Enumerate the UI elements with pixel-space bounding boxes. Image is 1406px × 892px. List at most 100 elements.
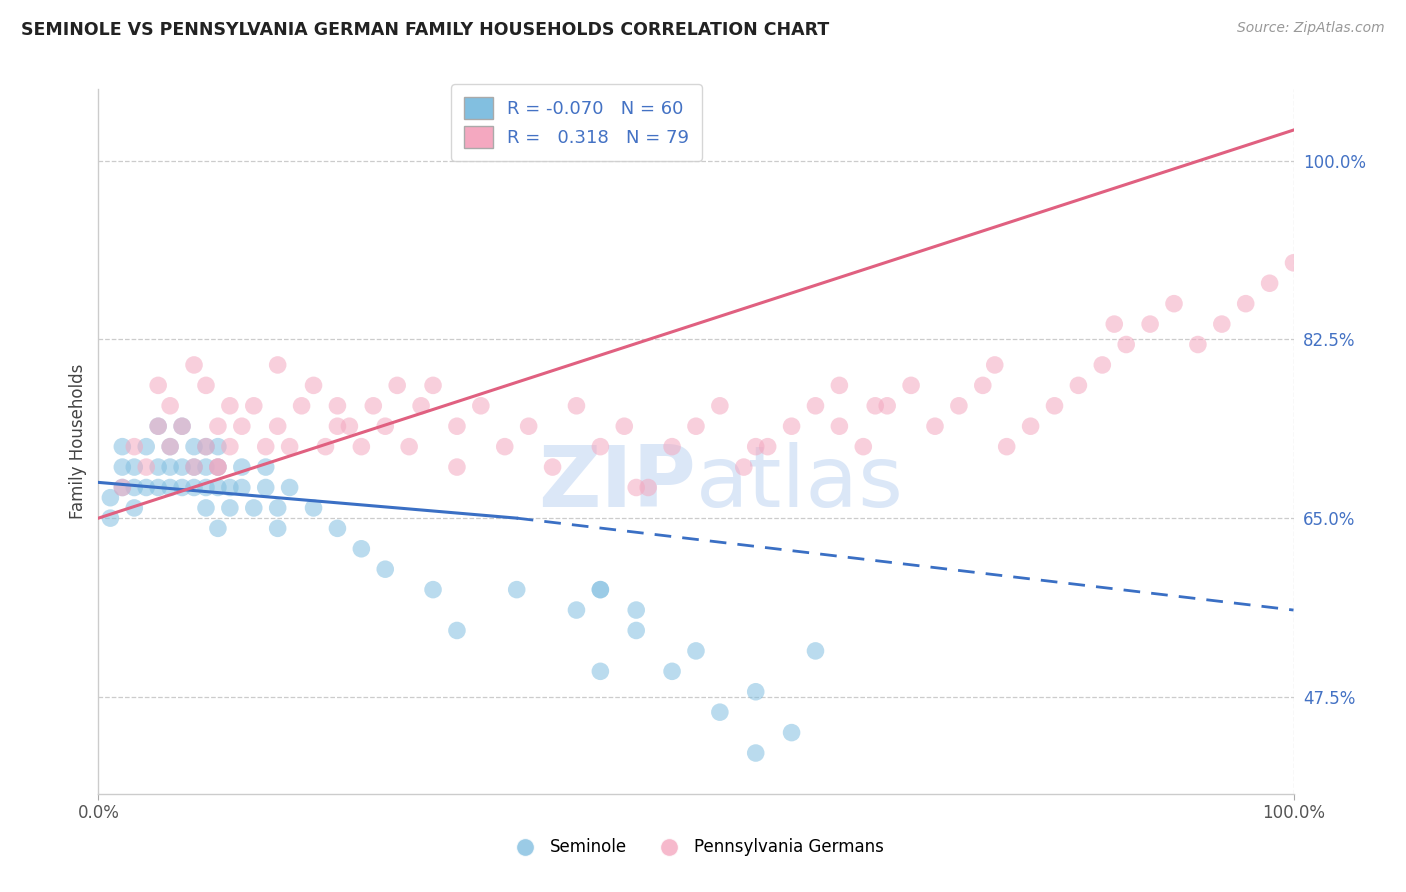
Point (374, 562, 396, 576)
Point (183, 358, 205, 372)
Point (326, 419, 349, 434)
Point (159, 440, 181, 454)
Legend: Seminole, Pennsylvania Germans: Seminole, Pennsylvania Germans (502, 831, 890, 863)
Point (745, 685, 768, 699)
Point (1187, 337, 1209, 351)
Point (148, 378, 170, 392)
Point (207, 440, 229, 454)
Point (398, 440, 420, 454)
Point (148, 419, 170, 434)
Point (589, 440, 612, 454)
Point (350, 541, 373, 556)
Point (828, 378, 851, 392)
Point (565, 603, 588, 617)
Point (124, 440, 146, 454)
Point (685, 419, 707, 434)
Point (589, 582, 612, 597)
Point (1019, 419, 1042, 434)
Point (494, 440, 516, 454)
Point (195, 500, 218, 515)
Point (446, 624, 468, 638)
Point (1234, 296, 1257, 310)
Point (745, 746, 768, 760)
Point (195, 440, 218, 454)
Point (626, 603, 648, 617)
Point (172, 481, 194, 495)
Point (254, 440, 277, 454)
Point (1282, 256, 1305, 270)
Point (385, 378, 409, 392)
Point (267, 419, 290, 434)
Text: Source: ZipAtlas.com: Source: ZipAtlas.com (1237, 21, 1385, 35)
Point (219, 440, 242, 454)
Point (207, 521, 229, 535)
Point (984, 358, 1007, 372)
Point (278, 440, 301, 454)
Point (267, 500, 290, 515)
Point (111, 440, 134, 454)
Point (780, 725, 803, 739)
Point (541, 460, 564, 475)
Point (183, 440, 205, 454)
Point (207, 481, 229, 495)
Point (135, 440, 157, 454)
Point (254, 460, 277, 475)
Point (685, 644, 707, 658)
Point (804, 399, 827, 413)
Point (159, 460, 181, 475)
Point (302, 500, 325, 515)
Point (745, 440, 768, 454)
Point (828, 419, 851, 434)
Point (243, 399, 266, 413)
Point (148, 419, 170, 434)
Point (924, 419, 946, 434)
Point (315, 440, 337, 454)
Point (291, 399, 314, 413)
Point (195, 460, 218, 475)
Point (661, 440, 683, 454)
Point (446, 460, 468, 475)
Point (243, 500, 266, 515)
Point (231, 460, 253, 475)
Point (267, 358, 290, 372)
Point (172, 419, 194, 434)
Point (124, 460, 146, 475)
Point (1104, 317, 1126, 331)
Point (111, 460, 134, 475)
Point (326, 521, 349, 535)
Point (626, 481, 648, 495)
Point (111, 481, 134, 495)
Point (1139, 317, 1161, 331)
Point (219, 481, 242, 495)
Point (183, 460, 205, 475)
Point (733, 460, 755, 475)
Point (948, 399, 970, 413)
Point (374, 419, 396, 434)
Point (159, 399, 181, 413)
Point (661, 665, 683, 679)
Point (231, 419, 253, 434)
Point (124, 500, 146, 515)
Point (350, 440, 373, 454)
Point (172, 460, 194, 475)
Point (254, 481, 277, 495)
Point (363, 399, 385, 413)
Point (422, 582, 444, 597)
Point (626, 624, 648, 638)
Point (1043, 399, 1066, 413)
Point (195, 440, 218, 454)
Point (326, 399, 349, 413)
Point (207, 460, 229, 475)
Point (339, 419, 361, 434)
Point (1115, 337, 1137, 351)
Point (1163, 296, 1185, 310)
Point (972, 378, 994, 392)
Point (148, 460, 170, 475)
Point (804, 644, 827, 658)
Point (876, 399, 898, 413)
Point (183, 481, 205, 495)
Point (219, 500, 242, 515)
Point (207, 460, 229, 475)
Point (852, 440, 875, 454)
Point (517, 419, 540, 434)
